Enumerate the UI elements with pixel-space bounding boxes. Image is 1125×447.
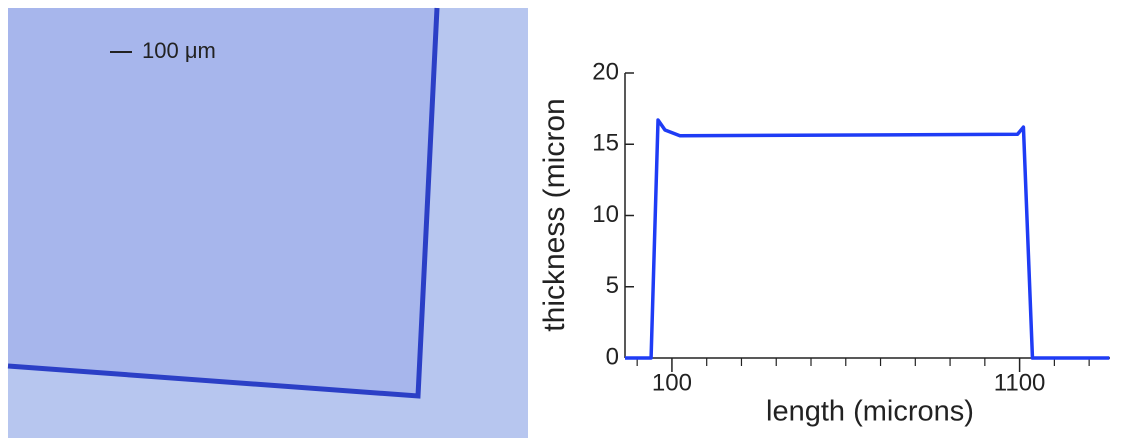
sample-region: [8, 8, 437, 396]
chart: thickness (micron length (microns): [538, 73, 1110, 428]
y-tick-label: 5: [606, 272, 619, 299]
x-tick-label: 100: [652, 369, 692, 396]
y-tick-label: 10: [592, 201, 619, 228]
x-tick-label: 1100: [994, 369, 1046, 396]
x-axis-label: length (microns): [766, 396, 974, 428]
y-tick-label: 15: [592, 130, 619, 157]
sample-edge: [7, 7, 440, 399]
y-axis-label: thickness (micron: [538, 98, 571, 331]
y-tick-label: 20: [592, 58, 619, 85]
scale-bar-label: 100 μm: [142, 38, 216, 63]
micrograph: 100 μm: [7, 7, 528, 438]
y-tick-label: 0: [606, 343, 619, 370]
data-line: [625, 118, 1110, 360]
